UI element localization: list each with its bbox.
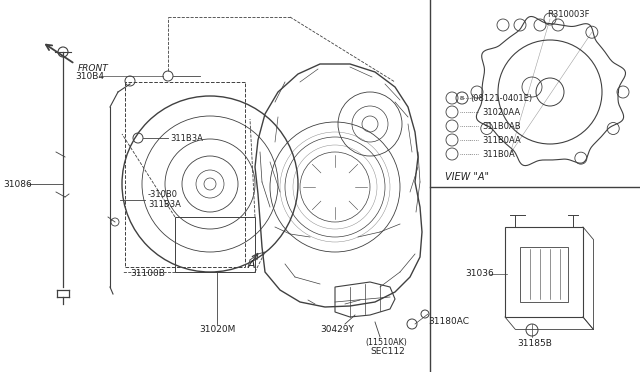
Bar	[505, 227, 583, 317]
Text: B: B	[460, 96, 464, 100]
Text: 31036: 31036	[465, 269, 493, 279]
Text: R310003F: R310003F	[547, 10, 590, 19]
Bar	[520, 247, 568, 302]
Text: A: A	[248, 260, 255, 270]
Text: (11510AK): (11510AK)	[365, 337, 407, 346]
Text: 30429Y: 30429Y	[320, 326, 354, 334]
Text: 311B0AA: 311B0AA	[482, 135, 521, 144]
Text: 31185B: 31185B	[518, 340, 552, 349]
Text: (08121-0401E): (08121-0401E)	[470, 93, 532, 103]
Text: SEC112: SEC112	[370, 347, 404, 356]
Text: 311B0A: 311B0A	[482, 150, 515, 158]
Bar	[175, 217, 255, 272]
Text: 31180AC: 31180AC	[428, 317, 469, 327]
Text: FRONT: FRONT	[78, 64, 109, 73]
Text: VIEW "A": VIEW "A"	[445, 172, 489, 182]
Text: -310B0: -310B0	[148, 189, 178, 199]
Text: 311B3A: 311B3A	[148, 199, 181, 208]
Text: 31086: 31086	[3, 180, 32, 189]
Text: 311B3A: 311B3A	[170, 134, 203, 142]
Text: 31100B: 31100B	[130, 269, 165, 279]
Text: 31020AA: 31020AA	[482, 108, 520, 116]
Text: 311B0AB: 311B0AB	[482, 122, 520, 131]
Text: 31020M: 31020M	[199, 326, 235, 334]
Text: 310B4: 310B4	[75, 71, 104, 80]
